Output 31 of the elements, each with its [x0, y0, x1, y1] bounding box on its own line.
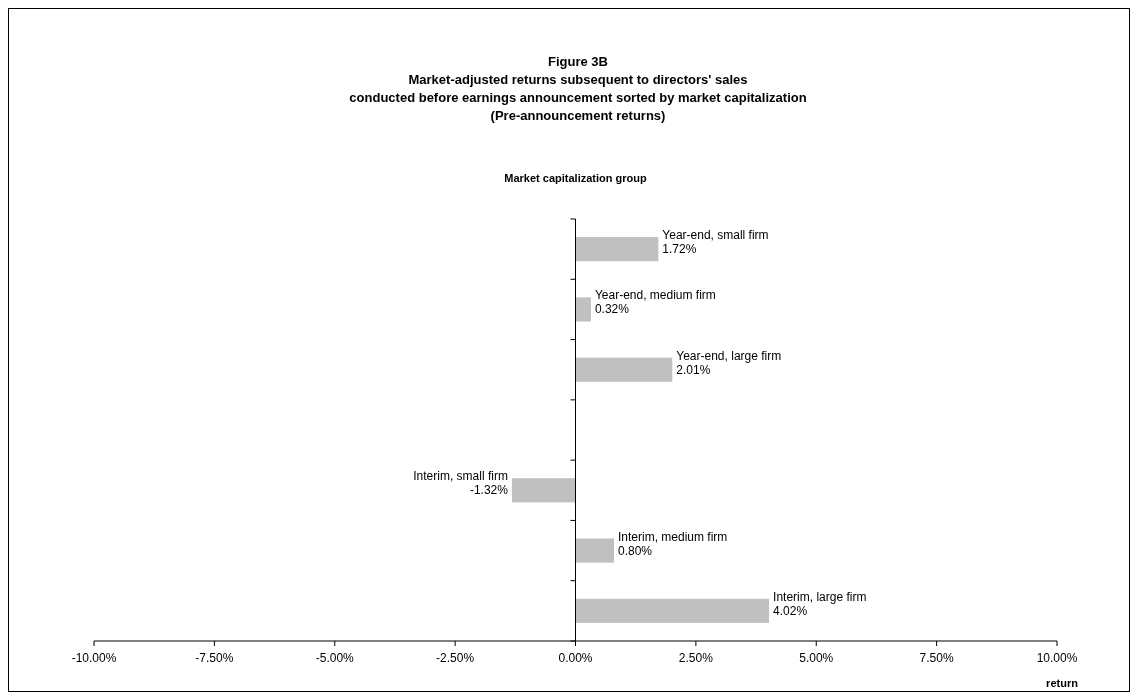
y-tick-label: Year-end, medium firm — [594, 288, 716, 303]
x-tick-label: 2.50% — [678, 651, 714, 665]
bar — [575, 357, 673, 382]
chart-subtitle: Market-adjusted returns subsequent to directors' sales conducted before earnings announcement sorted by market capitalization (Pre-announcement returns) — [349, 72, 807, 123]
data-label: -1.32% — [469, 483, 509, 498]
x-tick-label: -7.50% — [195, 651, 234, 665]
x-tick-label: -2.50% — [436, 651, 475, 665]
bar — [575, 237, 659, 262]
data-label: 0.32% — [594, 302, 630, 317]
y-tick-label: Interim, medium firm — [618, 529, 728, 544]
bar — [575, 538, 615, 563]
data-label: 0.80% — [618, 543, 653, 558]
y-tick-label: Year-end, small firm — [662, 228, 769, 243]
bar — [575, 598, 770, 623]
y-axis-title: Market capitalization group — [504, 172, 647, 184]
x-tick-label: 7.50% — [919, 651, 954, 665]
data-label: 1.72% — [662, 242, 697, 257]
bar — [511, 478, 576, 503]
bar — [575, 297, 591, 322]
x-tick-label: -10.00% — [71, 651, 117, 665]
data-label: 2.01% — [676, 362, 711, 377]
x-tick-label: 10.00% — [1036, 651, 1078, 665]
y-tick-label: Year-end, large firm — [676, 348, 782, 363]
x-tick-label: 5.00% — [799, 651, 834, 665]
data-label: 4.02% — [773, 603, 808, 618]
y-tick-label: Interim, large firm — [773, 589, 867, 604]
y-tick-label: Interim, small firm — [413, 469, 508, 484]
x-axis-title: return — [1046, 677, 1079, 689]
x-tick-label: -5.00% — [315, 651, 355, 665]
chart-title: Figure 3B — [548, 54, 608, 69]
x-tick-label: 0.00% — [558, 651, 593, 665]
